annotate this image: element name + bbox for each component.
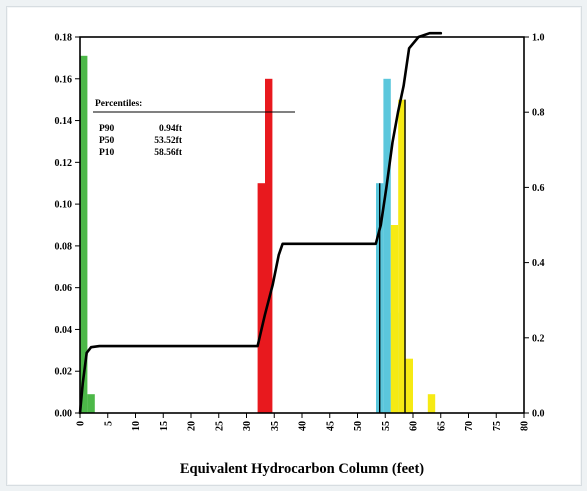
bar-series-2-1: [383, 78, 391, 414]
y-tick-label-5: 0.10: [55, 200, 73, 211]
y-tick-label-2: 0.04: [55, 325, 73, 336]
x-tick-label-4: 20: [187, 421, 198, 431]
y2-tick-label-0: 0.0: [532, 409, 545, 420]
x-tick-label-8: 40: [298, 421, 309, 431]
x-tick-label-3: 15: [159, 421, 170, 431]
bar-series-3-2: [405, 358, 413, 413]
x-tick-label-13: 65: [436, 421, 447, 431]
percentile-label-1: P50: [99, 136, 115, 146]
chart-panel: [6, 6, 582, 486]
percentile-value-2: 58.56ft: [154, 148, 183, 158]
percentile-value-1: 53.52ft: [154, 136, 183, 146]
percentiles-header: Percentiles:: [95, 99, 142, 109]
y-tick-label-9: 0.18: [55, 33, 73, 44]
bar-series-3-3: [427, 394, 436, 413]
x-tick-label-14: 70: [464, 421, 475, 431]
bar-series-0-0: [80, 55, 88, 414]
x-tick-label-6: 30: [242, 421, 253, 431]
percentile-label-0: P90: [99, 124, 115, 134]
x-tick-label-11: 55: [381, 421, 392, 431]
x-tick-label-12: 60: [409, 421, 420, 431]
y-tick-label-7: 0.14: [55, 116, 73, 127]
bar-series-1-0: [257, 183, 265, 413]
y2-tick-label-2: 0.4: [532, 258, 545, 269]
x-tick-label-15: 75: [492, 421, 503, 431]
plot-border: [79, 36, 525, 414]
y-tick-label-3: 0.06: [55, 283, 73, 294]
y2-tick-label-5: 1.0: [532, 33, 545, 44]
x-tick-label-5: 25: [214, 421, 225, 431]
bar-series-1-1: [265, 78, 273, 414]
x-tick-label-9: 45: [325, 421, 336, 431]
bar-series-3-0: [390, 225, 399, 413]
x-tick-label-10: 50: [353, 421, 364, 431]
percentile-label-2: P10: [99, 148, 115, 158]
x-axis-title: Equivalent Hydrocarbon Column (feet): [180, 461, 424, 477]
bar-series-3-1: [398, 99, 406, 413]
y-tick-label-6: 0.12: [55, 158, 73, 169]
percentile-value-0: 0.94ft: [159, 124, 183, 134]
y2-tick-label-4: 0.8: [532, 108, 545, 119]
y2-tick-label-1: 0.2: [532, 333, 545, 344]
y-tick-label-1: 0.02: [55, 367, 73, 378]
bar-series-0-1: [87, 394, 95, 413]
x-tick-label-0: 0: [76, 421, 87, 426]
x-tick-label-1: 5: [103, 421, 114, 426]
cumulative-line: [78, 31, 443, 415]
x-tick-label-2: 10: [131, 421, 142, 431]
y-tick-label-8: 0.16: [55, 74, 73, 85]
y2-tick-label-3: 0.6: [532, 183, 545, 194]
x-tick-label-16: 80: [520, 421, 531, 431]
y-tick-label-0: 0.00: [55, 409, 73, 420]
x-tick-label-7: 35: [270, 421, 281, 431]
y-tick-label-4: 0.08: [55, 241, 73, 252]
